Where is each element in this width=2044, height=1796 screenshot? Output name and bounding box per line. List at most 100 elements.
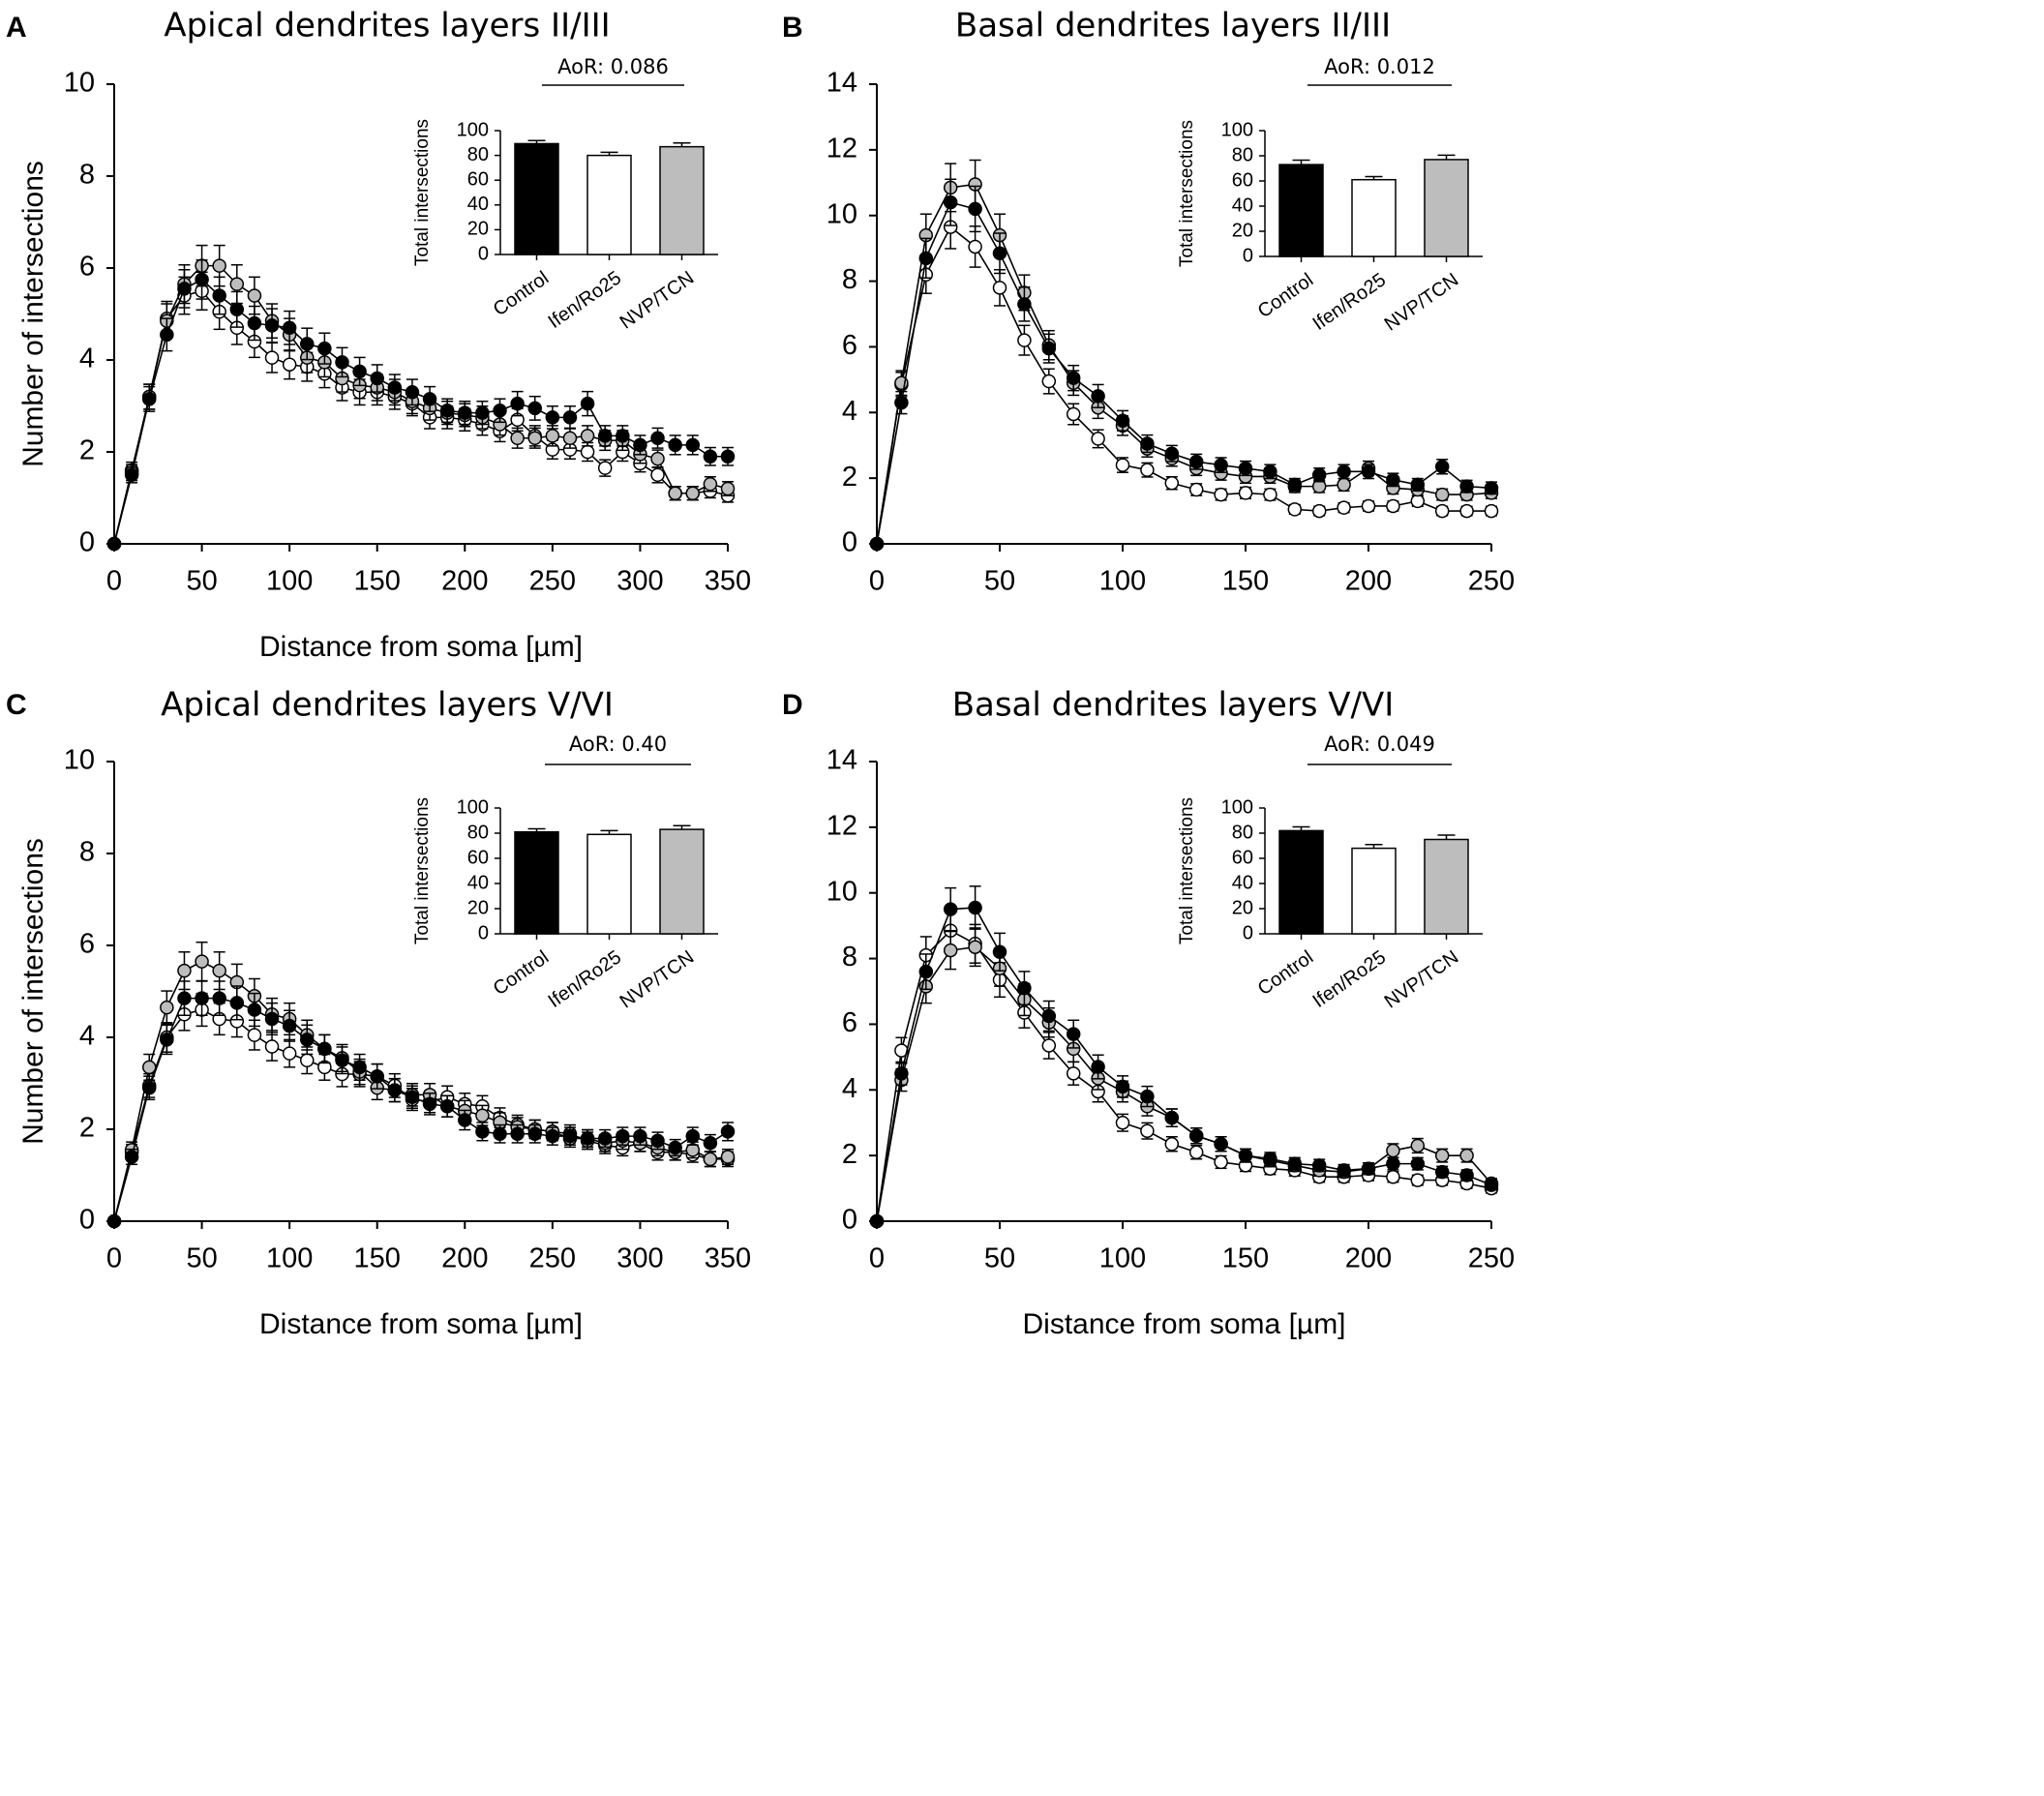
- control-marker: [1311, 1158, 1327, 1173]
- control-marker: [1140, 436, 1155, 451]
- x-tick-label: 50: [984, 566, 1015, 597]
- nvp-tcn-marker: [475, 1108, 490, 1122]
- ifen-ro25-marker: [1214, 1154, 1228, 1170]
- control-marker: [1263, 1152, 1278, 1166]
- ifen-ro25-marker: [1434, 503, 1450, 519]
- inset-category-label: Control: [1254, 946, 1317, 1000]
- panel-title: Basal dendrites layers II/III: [955, 7, 1391, 45]
- control-marker: [943, 195, 958, 210]
- y-tick-label: 2: [79, 435, 95, 466]
- aor-stat-label: AoR: 0.40: [569, 733, 667, 756]
- inset-category-label: NVP/TCN: [1381, 269, 1463, 335]
- ifen-ro25-marker: [1188, 1145, 1204, 1159]
- nvp-tcn-marker: [229, 277, 245, 291]
- control-marker: [943, 902, 958, 916]
- control-marker: [668, 437, 682, 453]
- control-marker: [370, 371, 384, 386]
- control-marker: [195, 272, 209, 287]
- inset-y-tick-label: 20: [1232, 897, 1253, 918]
- control-marker: [685, 437, 701, 453]
- inset-y-tick-label: 40: [467, 194, 489, 215]
- nvp-tcn-marker: [562, 431, 578, 445]
- panel-letter: D: [782, 689, 803, 721]
- inset-y-axis-label: Total intersections: [412, 797, 433, 944]
- ifen-ro25-marker: [1410, 1173, 1426, 1187]
- control-marker: [352, 364, 367, 379]
- nvp-tcn-marker: [212, 258, 226, 273]
- x-tick-label: 0: [869, 1243, 885, 1274]
- ifen-ro25-marker: [597, 461, 613, 475]
- control-marker: [1164, 446, 1180, 461]
- control-marker: [264, 318, 280, 333]
- series-line: [876, 225, 1491, 545]
- series-ifen-ro25: [869, 204, 1499, 552]
- control-marker: [1164, 1110, 1180, 1125]
- control-marker: [1311, 467, 1327, 482]
- inset-category-label: Control: [1254, 269, 1317, 322]
- inset-bar-nvp-tcn: [1424, 159, 1469, 257]
- control-marker: [124, 467, 139, 482]
- x-tick-label: 250: [529, 1243, 576, 1274]
- ifen-ro25-marker: [247, 1028, 262, 1042]
- x-tick-label: 0: [106, 566, 122, 597]
- nvp-tcn-marker: [177, 963, 192, 978]
- control-marker: [317, 1041, 332, 1057]
- inset-y-tick-label: 40: [1232, 872, 1253, 893]
- inset-bar-chart: AoR: 0.40 0 20 40 60 80 100 Total intersections…: [412, 733, 718, 1013]
- inset-bar-ifen-ro25: [1351, 847, 1397, 935]
- control-marker: [1287, 1156, 1303, 1171]
- ifen-ro25-marker: [1311, 503, 1327, 519]
- ifen-ro25-marker: [1263, 487, 1278, 502]
- ifen-ro25-marker: [1066, 1066, 1081, 1081]
- control-marker: [650, 1133, 665, 1149]
- x-tick-label: 350: [705, 1243, 751, 1274]
- ifen-ro25-marker: [1484, 503, 1499, 519]
- ifen-ro25-marker: [1140, 463, 1155, 477]
- control-marker: [458, 405, 472, 420]
- control-marker: [439, 1099, 455, 1114]
- inset-y-tick-label: 80: [467, 144, 489, 165]
- inset-y-tick-label: 0: [478, 922, 489, 943]
- y-tick-label: 10: [64, 745, 95, 776]
- control-marker: [703, 449, 718, 464]
- control-marker: [1091, 389, 1105, 404]
- control-marker: [352, 1060, 367, 1075]
- series-line: [113, 997, 729, 1222]
- control-marker: [493, 1126, 507, 1141]
- x-tick-label: 300: [616, 566, 663, 597]
- x-axis-label: Distance from soma [µm]: [259, 1308, 583, 1340]
- control-marker: [545, 410, 560, 425]
- x-tick-label: 50: [186, 566, 217, 597]
- y-tick-label: 6: [79, 252, 95, 283]
- inset-bar-control: [514, 830, 559, 935]
- inset-bar-control: [1278, 829, 1324, 935]
- panel-title: Apical dendrites layers II/III: [164, 7, 610, 45]
- inset-category-label: Control: [490, 267, 553, 320]
- inset-y-tick-label: 20: [1232, 220, 1253, 241]
- control-marker: [124, 1150, 139, 1164]
- control-marker: [545, 1128, 560, 1144]
- control-marker: [968, 201, 982, 217]
- ifen-ro25-marker: [650, 467, 665, 482]
- series-line: [113, 1008, 728, 1222]
- nvp-tcn-marker: [160, 1000, 174, 1015]
- control-marker: [1214, 1137, 1228, 1152]
- inset-y-tick-label: 100: [1221, 119, 1253, 140]
- x-tick-label: 100: [1099, 1243, 1146, 1274]
- ifen-ro25-marker: [968, 239, 982, 254]
- panel-letter: B: [782, 12, 803, 44]
- ifen-ro25-marker: [1164, 475, 1180, 491]
- control-marker: [720, 449, 736, 464]
- control-marker: [195, 991, 209, 1005]
- inset-category-label: NVP/TCN: [616, 267, 699, 333]
- control-marker: [685, 1128, 701, 1144]
- nvp-tcn-marker: [1386, 1143, 1400, 1158]
- control-marker: [1140, 1089, 1155, 1104]
- ifen-ro25-marker: [1041, 374, 1057, 389]
- x-tick-label: 150: [354, 566, 401, 597]
- control-marker: [510, 396, 525, 411]
- control-marker: [1263, 464, 1278, 479]
- ifen-ro25-marker: [1017, 333, 1032, 347]
- inset-category-label: NVP/TCN: [1381, 946, 1463, 1012]
- control-marker: [527, 1126, 542, 1141]
